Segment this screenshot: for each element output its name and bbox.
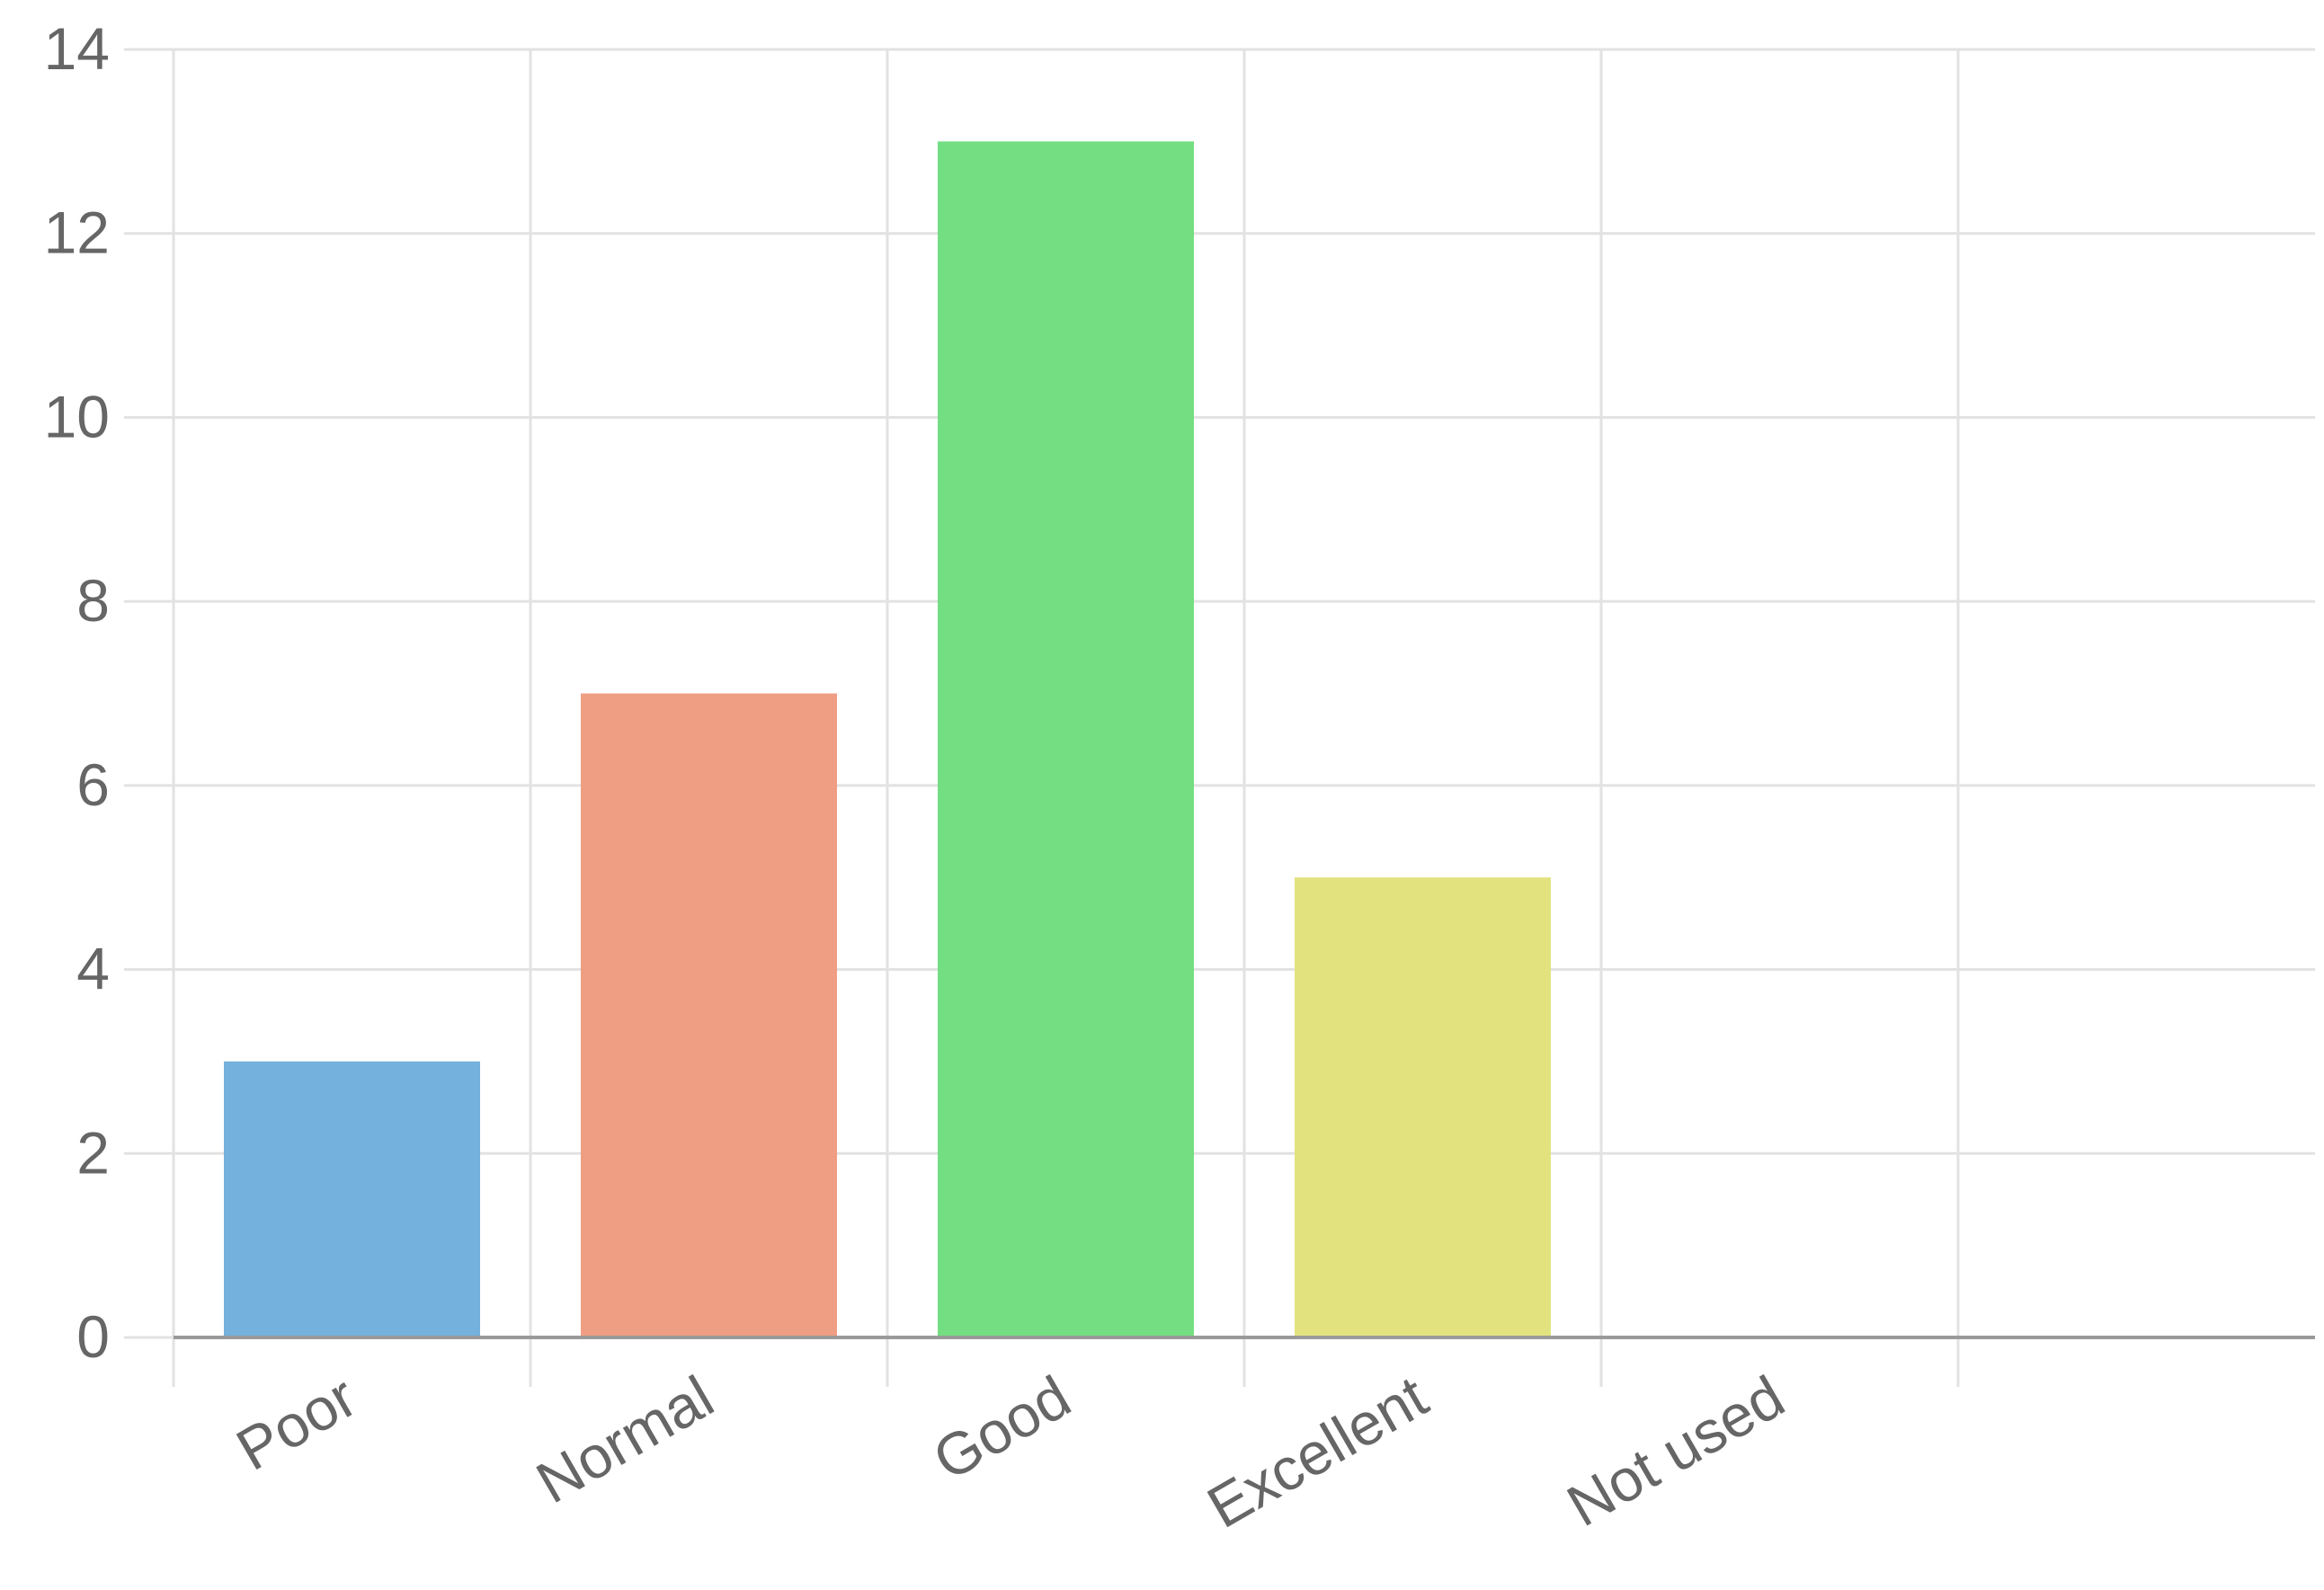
x-tick-label: Poor — [226, 1363, 368, 1483]
x-tick-labels: Poor Normal Good Excellent Not used — [226, 1363, 1795, 1541]
grid-lines — [124, 48, 2315, 1387]
bar-excellent — [1295, 877, 1551, 1337]
bar-normal — [581, 693, 837, 1337]
bar-good — [938, 141, 1194, 1337]
y-tick-label: 12 — [44, 200, 110, 266]
y-tick-label: 4 — [76, 936, 110, 1002]
x-tick-label: Normal — [525, 1363, 724, 1515]
y-tick-label: 6 — [76, 751, 110, 818]
bar-poor — [224, 1061, 480, 1337]
y-tick-label: 14 — [44, 15, 110, 82]
y-tick-label: 8 — [76, 567, 110, 634]
y-tick-label: 2 — [76, 1119, 110, 1186]
y-tick-labels: 0 2 4 6 8 10 12 14 — [44, 15, 110, 1370]
x-tick-label: Excellent — [1197, 1363, 1438, 1541]
bars — [224, 141, 1551, 1337]
y-tick-label: 10 — [44, 383, 110, 449]
y-tick-label: 0 — [76, 1303, 110, 1370]
x-tick-label: Good — [922, 1363, 1082, 1493]
x-tick-label: Not used — [1556, 1363, 1795, 1539]
